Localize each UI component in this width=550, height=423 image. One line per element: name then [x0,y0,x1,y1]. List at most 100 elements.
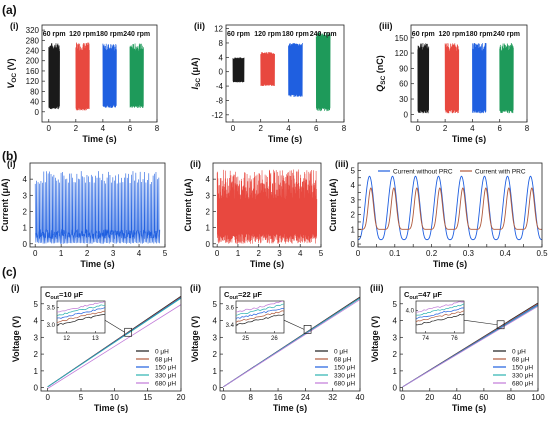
x-tick-label: 0 [215,249,220,258]
inset-y-tick: 4.0 [406,309,415,315]
x-tick-label: 0.5 [536,249,548,258]
subpanel-label: (iii) [370,283,384,293]
y-tick-label: 0 [35,108,40,117]
y-tick-label: 5 [351,166,356,175]
cout-label: Cout=47 μF [404,290,442,301]
legend-entry: 680 μH [155,381,176,388]
x-tick-label: 0.4 [500,249,512,258]
x-tick-label: 0.3 [463,249,475,258]
subpanel-label: (i) [10,21,19,31]
legend-entry: 150 μH [512,365,533,372]
x-tick-label: 0 [356,249,361,258]
x-tick-label: 0 [231,124,236,133]
series-label: 180 rpm [282,31,309,38]
svg-text:(a): (a) [2,3,17,17]
y-tick-label: 4 [213,317,218,326]
series-label: 60 rpm [43,31,66,38]
y-axis-label: QSC (nC) [375,55,387,92]
x-tick-label: 6 [128,124,133,133]
y-tick-label: 0 [351,240,356,249]
series-label: 120 rpm [69,31,96,38]
y-tick-label: 5 [213,300,218,309]
y-tick-label: 4 [206,175,211,184]
subpanel-label: (i) [11,283,20,293]
x-tick-label: 32 [328,393,337,402]
x-tick-label: 2 [74,124,79,133]
subpanel-label: (ii) [190,159,201,169]
series-label: 240 rpm [310,31,337,38]
series-2-line [288,43,303,97]
y-tick-label: 3 [23,191,28,200]
panel-b2: 0 1 2 3 4 5 0 1 2 3 4 Time (s) Current (μA) (ii) [183,159,324,269]
y-tick-label: 200 [26,57,40,66]
x-tick-label: 5 [319,249,324,258]
x-tick-label: 6 [497,124,502,133]
plot-area [47,295,181,389]
y-tick-label: 0 [34,384,39,393]
inset-series-2 [236,308,284,319]
x-tick-label: 6 [314,124,319,133]
y-tick-label: -12 [211,111,223,120]
series-4-line [223,299,360,388]
inset-series-4 [57,301,105,313]
x-tick-label: 2 [443,124,448,133]
inset-series-3 [236,303,284,316]
legend-entry: 330 μH [334,373,355,380]
inset-series-0 [57,314,105,326]
y-axis-label: Voltage (V) [190,316,200,362]
x-axis-label: Time (s) [452,403,486,413]
inset-x-tick: 25 [242,336,249,342]
y-axis-label: Current (μA) [183,178,193,231]
inset-x-tick: 12 [63,336,70,342]
series-3-line [129,43,144,108]
inset-y-tick: 3.5 [47,305,56,311]
y-tick-label: 80 [30,87,39,96]
y-tick-label: 2 [23,207,28,216]
panel-a3: 60 rpm 120 rpm 180 rpm 240 rpm 0 2 4 6 8 0 30 60 90 1… [375,21,530,144]
x-tick-label: 20 [177,393,186,402]
legend: Current without PRC Current with PRC [378,169,526,176]
inset: 25 26 3.4 3.6 [226,300,285,342]
legend-entry: 330 μH [512,373,533,380]
plot-area [358,175,542,241]
series-label: 180 rpm [466,31,493,38]
series-0-line [417,43,430,114]
legend-entry: 68 μH [512,357,530,364]
y-tick-label: 3 [213,333,218,342]
svg-text:(c): (c) [2,265,17,279]
x-tick-label: 0 [45,393,50,402]
x-tick-label: 0 [47,124,52,133]
row-label-c: (c) [2,265,17,279]
x-axis-label: Time (s) [250,259,284,269]
x-tick-label: 0 [400,393,405,402]
x-tick-label: 80 [506,393,515,402]
x-axis-label: Time (s) [82,134,116,144]
inset: 74 76 4.0 [406,300,465,342]
series-4-line [47,304,181,389]
x-tick-label: 40 [452,393,461,402]
axes-frame [212,162,322,248]
x-tick-label: 4 [298,249,303,258]
y-tick-label: 60 [399,80,408,89]
y-tick-label: 0 [213,384,218,393]
x-axis-label: Time (s) [452,134,486,144]
axes-frame [40,286,182,392]
inset-series-1 [236,310,284,323]
subpanel-label: (i) [7,159,16,169]
x-tick-label: 8 [155,124,160,133]
y-tick-label: 0 [23,240,28,249]
panel-a2: 60 rpm 120 rpm 180 rpm 240 rpm 0 2 4 6 8 -12 -8 -4 0… [190,21,347,144]
series-3-line [315,32,331,112]
series-label: 60 rpm [227,31,250,38]
inset-series-4 [416,301,464,313]
y-tick-label: 4 [23,175,28,184]
x-tick-label: 1 [236,249,241,258]
y-axis-label: Current (μA) [0,178,10,231]
cout-label: Cout=10 μF [45,290,83,301]
y-tick-label: 150 [395,34,409,43]
